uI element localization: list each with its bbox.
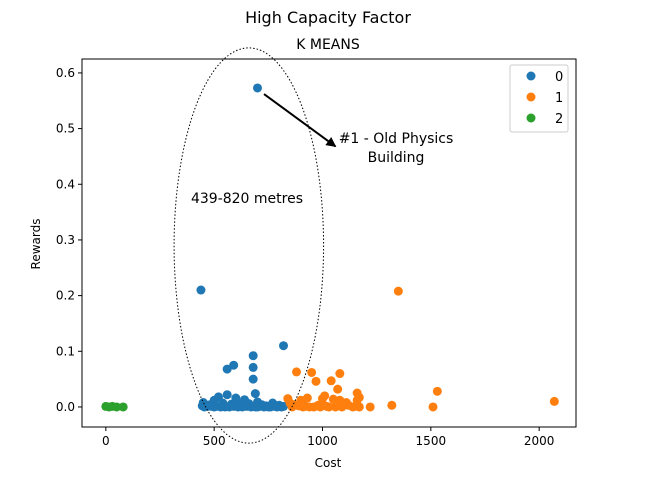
x-tick-label: 1500: [416, 434, 447, 448]
data-point-series-1: [311, 376, 321, 386]
data-point-series-1: [331, 402, 340, 412]
data-point-series-1: [387, 400, 397, 410]
legend-label-0: 0: [555, 70, 563, 85]
data-point-series-1: [302, 393, 312, 403]
x-tick-label: 500: [203, 434, 226, 448]
y-tick-label: 0.1: [56, 344, 75, 358]
x-tick-label: 1000: [307, 434, 338, 448]
x-axis-label: Cost: [315, 456, 342, 470]
data-point-series-1: [354, 402, 364, 412]
chart-subtitle: K MEANS: [296, 37, 360, 53]
data-point-series-0: [279, 341, 288, 351]
plot-area: 0 500 1000 1500 2000 0.0 0.1 0.2 0.3 0.4 0.5 0.6 #1 …: [56, 47, 577, 448]
y-tick-label: 0.5: [56, 122, 75, 136]
data-point-series-1: [326, 376, 336, 386]
data-point-series-2: [112, 402, 122, 412]
data-point-series-0: [261, 401, 271, 411]
data-point-series-0: [253, 402, 262, 412]
data-point-series-0: [229, 360, 239, 370]
data-point-series-1: [292, 367, 301, 377]
data-point-series-0: [222, 390, 232, 400]
data-point-series-0: [222, 364, 232, 374]
data-point-series-1: [432, 386, 442, 396]
y-tick-label: 0.2: [56, 289, 75, 303]
legend-marker-0: [526, 71, 536, 81]
data-point-series-1: [333, 384, 343, 394]
legend-marker-2: [526, 113, 536, 123]
data-point-series-2: [118, 402, 128, 412]
axes-frame: [81, 58, 577, 428]
annotation-text-distance-range: 439-820 metres: [191, 191, 303, 207]
data-point-series-0: [209, 402, 219, 412]
legend-box: [509, 64, 569, 133]
data-point-series-1: [365, 402, 375, 412]
y-tick-label: 0.4: [56, 177, 75, 191]
data-point-series-0: [248, 374, 258, 384]
y-tick-label: 0.0: [56, 400, 75, 414]
chart-title: High Capacity Factor: [245, 8, 411, 27]
y-axis-label: Rewards: [29, 219, 43, 270]
legend-label-2: 2: [555, 112, 563, 127]
data-point-series-0: [196, 285, 206, 295]
data-point-series-1: [318, 399, 327, 409]
legend-marker-1: [526, 92, 536, 102]
data-point-series-1: [335, 369, 345, 379]
x-tick-label: 2000: [524, 434, 555, 448]
data-point-series-1: [344, 400, 353, 410]
data-point-series-0: [235, 401, 245, 411]
data-point-series-1: [428, 402, 438, 412]
annotation-text-old-physics: #1 - Old Physics: [339, 131, 454, 147]
data-point-series-0: [253, 83, 262, 93]
x-tick-label: 0: [102, 434, 110, 448]
data-point-series-0: [248, 351, 258, 361]
y-tick-label: 0.6: [56, 66, 75, 80]
data-point-series-1: [549, 396, 559, 406]
data-point-series-0: [248, 362, 258, 372]
y-tick-label: 0.3: [56, 233, 75, 247]
data-point-series-1: [354, 392, 364, 402]
data-point-series-1: [307, 367, 317, 377]
data-point-series-1: [393, 286, 403, 296]
legend-label-1: 1: [555, 91, 563, 106]
data-point-series-0: [250, 389, 260, 399]
data-point-series-1: [320, 391, 330, 401]
annotation-arrow: [263, 93, 337, 148]
annotation-text-building: Building: [368, 150, 425, 166]
cluster-ellipse: [173, 47, 325, 444]
